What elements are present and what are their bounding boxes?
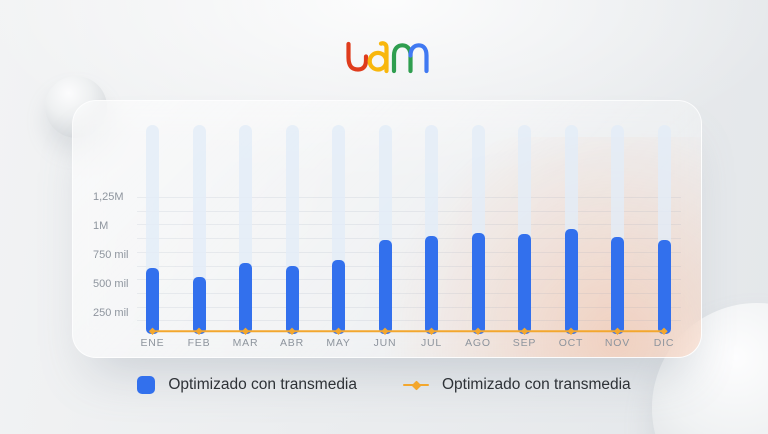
bar-JUL [425,235,438,334]
legend-diamond [411,380,421,390]
legend-line-label: Optimizado con transmedia [442,376,631,393]
x-label-NOV: NOV [604,337,631,349]
logo-letter-d-stem-icon [378,41,389,74]
logo-letter-l-icon [346,41,369,72]
ldm-logo [346,41,429,74]
bar-NOV [611,236,624,334]
gridline [137,251,681,253]
x-label-ENE: ENE [140,337,165,349]
y-tick-label: 1,25M [93,191,124,204]
x-label-DIC: DIC [653,337,675,349]
chart-legend: Optimizado con transmedia Optimizado con… [0,370,768,400]
bar-MAY [332,260,345,334]
bar-ABR [285,266,299,334]
x-label-SEP: SEP [512,337,537,349]
gridline [137,306,681,308]
x-label-JUN: JUN [373,337,397,349]
x-label-MAR: MAR [232,337,259,349]
bar-MAR [239,262,252,334]
gridline [137,238,681,240]
y-tick-label: 1M [93,220,109,233]
gridline [137,292,681,294]
x-label-OCT: OCT [558,337,584,349]
y-tick-label: 500 mil [93,278,129,291]
x-label-FEB: FEB [187,337,211,349]
bar-AGO [471,232,485,334]
y-tick-label: 250 mil [93,307,129,320]
x-label-AGO: AGO [465,337,491,349]
legend-item-bars: Optimizado con transmedia [137,376,357,394]
bar-OCT [564,229,578,334]
legend-bar-label: Optimizado con transmedia [168,376,357,393]
gridline [137,320,681,322]
x-label-MAY: MAY [326,337,351,349]
y-tick-label: 750 mil [93,249,129,262]
x-label-JUL: JUL [420,337,443,349]
bar-JUN [378,239,392,334]
bar-SEP [518,234,531,334]
gridline [137,279,681,281]
logo-letter-m-right-icon [408,43,429,74]
legend-bar-swatch-icon [137,376,156,394]
gridline [137,197,681,198]
gridline [137,265,681,267]
gridline [137,210,681,212]
bar-FEB [192,276,206,334]
bar-DIC [657,239,671,334]
legend-item-line: Optimizado con transmedia [403,376,631,394]
bar-ENE [146,268,159,334]
legend-line-diamond-icon [403,380,429,390]
x-label-ABR: ABR [280,337,304,349]
gridline [137,224,681,226]
